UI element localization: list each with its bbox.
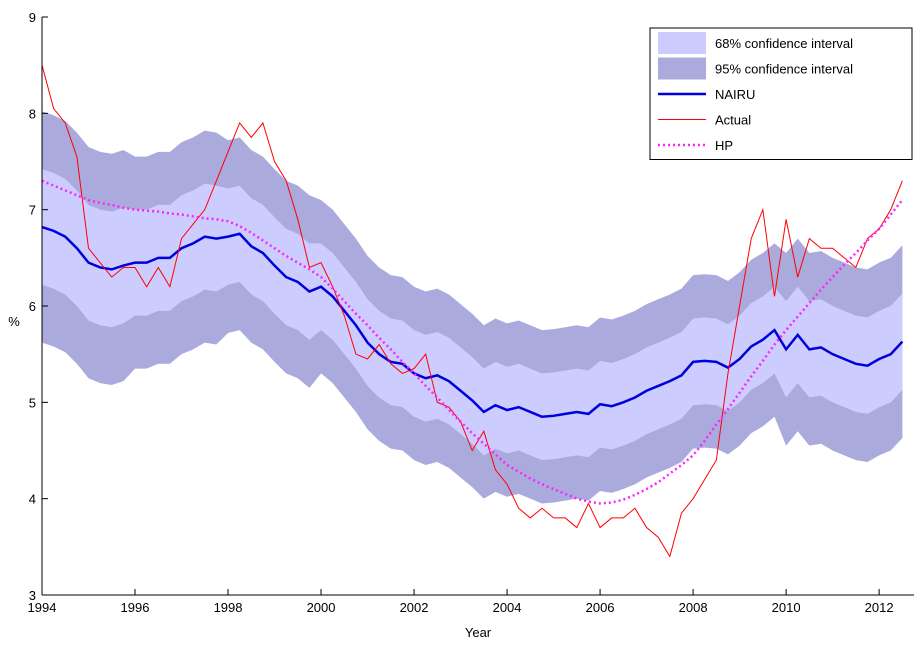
y-tick-label: 5	[29, 395, 36, 410]
x-tick-label: 2006	[586, 600, 615, 615]
x-tick-label: 2012	[865, 600, 894, 615]
confidence-band	[42, 169, 903, 461]
legend-label: NAIRU	[715, 87, 755, 102]
y-tick-label: 3	[29, 588, 36, 603]
x-tick-label: 2008	[679, 600, 708, 615]
x-tick-label: 2002	[400, 600, 429, 615]
x-axis-label: Year	[465, 625, 492, 640]
legend-label: Actual	[715, 113, 751, 128]
y-tick-label: 6	[29, 299, 36, 314]
series-line	[41, 65, 903, 558]
x-tick-label: 2010	[772, 600, 801, 615]
legend: 68% confidence interval 95% confidence in…	[649, 27, 913, 160]
legend-label: HP	[715, 138, 733, 153]
legend-label: 68% confidence interval	[715, 36, 853, 51]
y-tick-label: 8	[29, 106, 36, 121]
y-axis-label: %	[8, 314, 20, 329]
x-tick-label: 2004	[493, 600, 522, 615]
x-tick-label: 2000	[307, 600, 336, 615]
x-tick-label: 1998	[214, 600, 243, 615]
x-tick-label: 1996	[121, 600, 150, 615]
series-line	[41, 225, 904, 419]
y-tick-label: 7	[29, 203, 36, 218]
legend-swatch	[658, 32, 706, 54]
x-tick-label: 1994	[28, 600, 57, 615]
y-tick-label: 4	[29, 492, 36, 507]
legend-label: 95% confidence interval	[715, 62, 853, 77]
y-tick-label: 9	[29, 10, 36, 25]
legend-swatch	[658, 57, 706, 80]
